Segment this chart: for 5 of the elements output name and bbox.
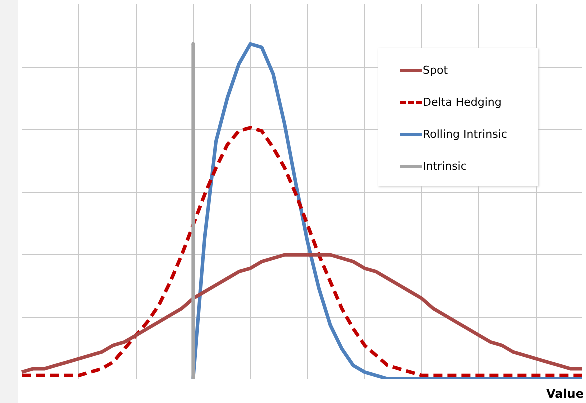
x-axis-title: Value	[546, 387, 584, 401]
legend-label: Spot	[423, 64, 448, 76]
legend-label: Intrinsic	[423, 160, 467, 172]
legend-label: Delta Hedging	[423, 96, 502, 108]
legend-label: Rolling Intrinsic	[423, 128, 508, 140]
